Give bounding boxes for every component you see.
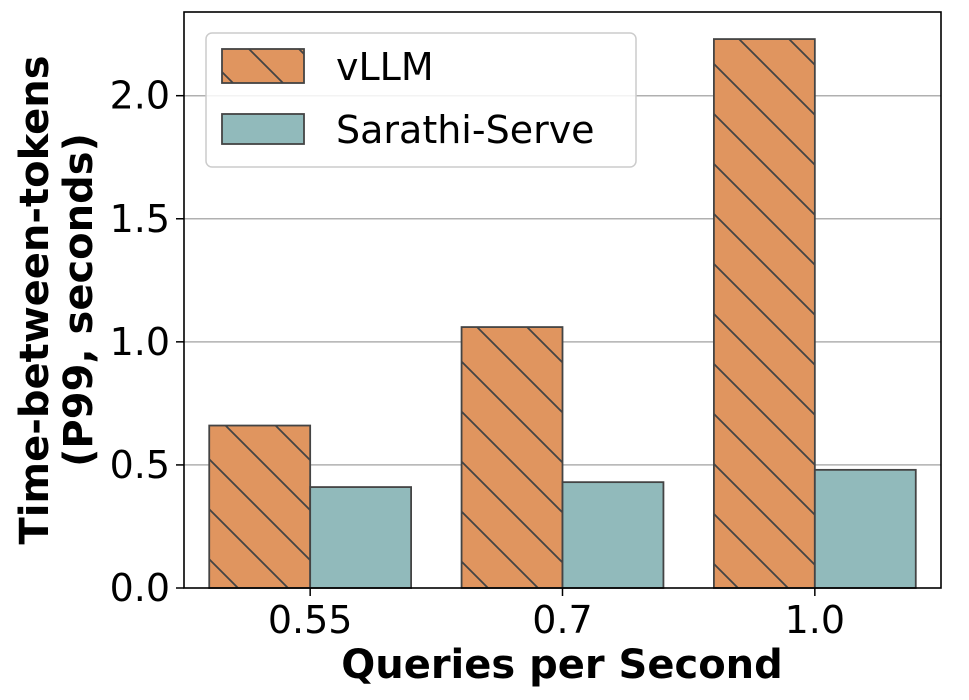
y-axis-title-line2: (P99, seconds) (56, 133, 102, 467)
y-tick-label: 2.0 (110, 74, 170, 118)
legend-label-sarathi-serve: Sarathi-Serve (336, 108, 595, 152)
bar-sarathi-serve-0_55 (309, 486, 412, 589)
legend-swatch-sarathi-serve (221, 113, 305, 145)
x-axis-title: Queries per Second (341, 642, 783, 688)
y-axis-title-line1: Time-between-tokens (12, 55, 58, 544)
x-axis-ticks: 0.55 0.7 1.0 (268, 588, 845, 642)
bar-sarathi-serve-1_0 (813, 468, 917, 589)
y-tick-label: 1.5 (110, 197, 170, 241)
bar-vllm-0_7 (460, 326, 564, 589)
legend-box (205, 32, 637, 168)
legend-swatch-vllm (221, 48, 305, 84)
y-tick-label: 0.5 (110, 443, 170, 487)
bars (208, 38, 917, 589)
bar-vllm-1_0 (713, 38, 816, 589)
legend: vLLM Sarathi-Serve (205, 32, 637, 168)
y-tick-label: 0.0 (110, 566, 170, 610)
x-tick-label: 0.55 (268, 598, 353, 642)
x-tick-label: 0.7 (532, 598, 592, 642)
y-axis-ticks: 0.0 0.5 1.0 1.5 2.0 (110, 74, 184, 610)
bar-vllm-0_55 (208, 424, 312, 589)
y-tick-label: 1.0 (110, 320, 170, 364)
x-tick-label: 1.0 (785, 598, 845, 642)
legend-label-vllm: vLLM (336, 45, 434, 89)
bar-sarathi-serve-0_7 (561, 481, 665, 589)
